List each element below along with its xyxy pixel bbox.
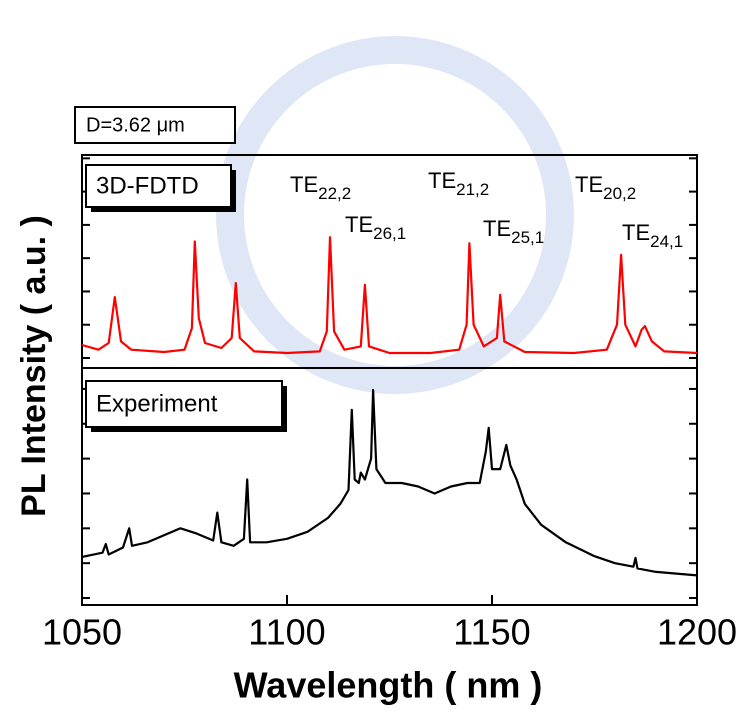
x-tick-label: 1100 xyxy=(248,612,325,653)
y-axis-label: PL Intensity ( a.u. ) xyxy=(15,215,53,517)
x-tick-label: 1050 xyxy=(42,612,122,653)
panel-label: 3D-FDTD xyxy=(96,172,199,199)
mode-label: TE20,2 xyxy=(575,172,636,204)
x-tick-label: 1150 xyxy=(453,612,530,653)
note: D=3.62 μm xyxy=(86,114,185,136)
panel-label: Experiment xyxy=(96,390,218,417)
plot-frame xyxy=(81,367,698,606)
mode-label-main: TE xyxy=(483,216,511,241)
mode-label-main: TE xyxy=(345,212,373,237)
mode-label-main: TE xyxy=(622,220,650,245)
mode-label: TE26,1 xyxy=(345,212,406,244)
mode-label-sub: 22,2 xyxy=(318,184,351,203)
mode-label: TE22,2 xyxy=(290,172,351,204)
mode-label-sub: 24,1 xyxy=(650,232,683,251)
panel-label-box xyxy=(85,380,283,428)
plots: 3D-FDTD TE22,2TE26,1TE21,2TE25,1TE20,2TE2… xyxy=(42,154,737,653)
data-line xyxy=(81,388,698,577)
mode-label: TE21,2 xyxy=(428,168,489,200)
mode-label-sub: 25,1 xyxy=(511,228,544,247)
mode-label: TE25,1 xyxy=(483,216,544,248)
panel-label-box xyxy=(85,164,232,208)
data-line xyxy=(81,236,698,355)
x-axis-label: Wavelength ( nm ) xyxy=(234,665,543,706)
mode-label-main: TE xyxy=(575,172,603,197)
watermark xyxy=(216,36,574,394)
mode-label-main: TE xyxy=(290,172,318,197)
mode-label: TE24,1 xyxy=(622,220,683,252)
mode-label-sub: 20,2 xyxy=(603,184,636,203)
mode-label-main: TE xyxy=(428,168,456,193)
mode-label-sub: 21,2 xyxy=(456,180,489,199)
x-tick-label: 1200 xyxy=(657,612,737,653)
note-box xyxy=(74,106,236,144)
mode-label-sub: 26,1 xyxy=(373,224,406,243)
